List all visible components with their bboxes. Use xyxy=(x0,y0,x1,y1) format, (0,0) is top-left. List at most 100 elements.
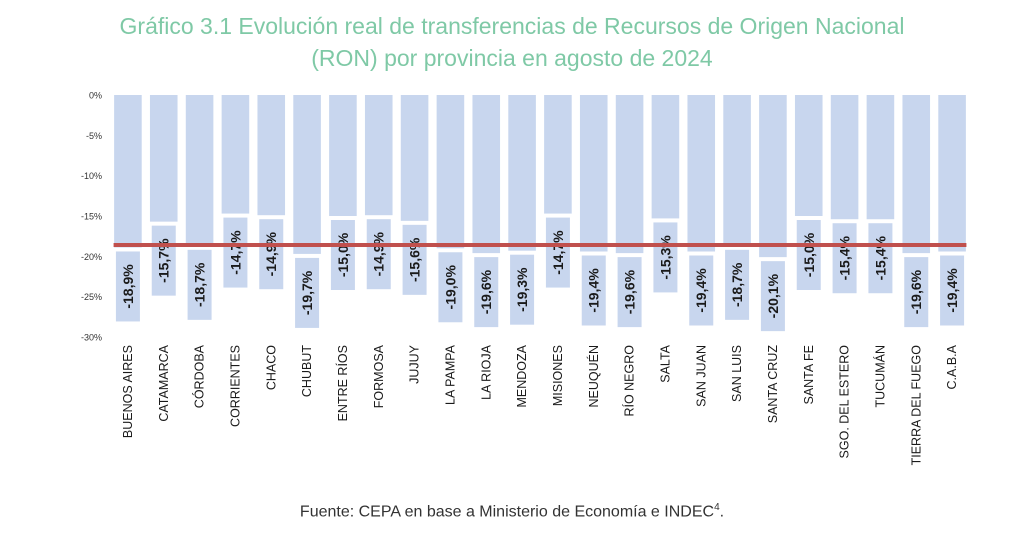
category-label: C.A.B.A xyxy=(945,344,959,389)
data-label-box xyxy=(295,257,320,328)
bar-chart: 0% -5% -10% -15% -20% -25% -30% -18,9% BUENOS AI… xyxy=(81,91,967,466)
data-label-box xyxy=(617,257,642,328)
category-label: MISIONES xyxy=(551,345,565,406)
data-label: -18,7% xyxy=(192,262,208,307)
bar xyxy=(472,95,501,254)
source-tail: . xyxy=(719,503,725,521)
data-label: -14,7% xyxy=(550,230,566,275)
bar xyxy=(651,95,680,219)
data-label: -15,7% xyxy=(156,238,172,283)
y-tick-label: -5% xyxy=(86,131,102,141)
source-text: Fuente: CEPA en base a Ministerio de Eco… xyxy=(299,503,715,521)
category-label: SALTA xyxy=(658,344,672,382)
data-label-box xyxy=(259,219,284,290)
bar xyxy=(794,95,823,216)
data-label-box xyxy=(653,222,678,293)
data-label-box xyxy=(115,251,140,322)
data-label-box xyxy=(151,225,176,296)
bar xyxy=(257,95,286,216)
category-label: SANTA FE xyxy=(802,345,816,405)
y-tick-label: -25% xyxy=(81,292,102,302)
bar xyxy=(400,95,429,221)
data-label: -15,6% xyxy=(407,237,423,282)
category-label: CORRIENTES xyxy=(228,345,242,427)
bar xyxy=(293,95,321,254)
data-label: -18,7% xyxy=(729,262,745,307)
data-label: -19,6% xyxy=(908,269,924,314)
category-label: NEUQUÉN xyxy=(586,345,601,408)
category-label: JUJUY xyxy=(408,344,422,384)
data-label: -15,0% xyxy=(335,232,351,277)
data-label: -15,3% xyxy=(657,235,673,280)
bar xyxy=(544,95,572,214)
chart-title-line-1: Gráfico 3.1 Evolución real de transferen… xyxy=(119,13,905,39)
bar xyxy=(615,95,644,254)
category-label: CHACO xyxy=(264,345,278,390)
category-label: SAN JUAN xyxy=(694,345,708,407)
category-label: TUCUMÁN xyxy=(872,345,887,408)
bar xyxy=(436,95,465,249)
bar xyxy=(687,95,716,252)
data-label-box xyxy=(725,249,750,320)
data-label: -19,6% xyxy=(478,269,494,314)
bar xyxy=(185,95,214,246)
data-label: -14,9% xyxy=(263,231,279,276)
data-label: -19,6% xyxy=(622,269,638,314)
data-label: -14,7% xyxy=(227,230,243,275)
data-label: -19,4% xyxy=(693,268,709,313)
data-label-box xyxy=(581,255,606,326)
category-label: TIERRA DEL FUEGO xyxy=(909,345,923,466)
category-label: SANTA CRUZ xyxy=(766,345,780,424)
data-label-box xyxy=(904,257,929,328)
category-label: RÍO NEGRO xyxy=(622,345,637,417)
y-tick-label: -10% xyxy=(81,171,102,181)
category-label: BUENOS AIRES xyxy=(121,345,135,438)
data-label: -15,4% xyxy=(837,235,853,280)
data-label: -19,7% xyxy=(299,270,315,315)
data-label: -19,4% xyxy=(586,268,602,313)
data-label-box xyxy=(796,220,821,290)
bar xyxy=(364,95,393,216)
source-footnote-ref: 4 xyxy=(714,502,720,513)
data-label-box xyxy=(402,224,427,295)
data-label: -18,9% xyxy=(120,264,136,309)
data-label-box xyxy=(868,223,893,294)
bar xyxy=(114,95,142,248)
data-label-box xyxy=(760,261,785,332)
y-tick-label: -15% xyxy=(81,212,102,222)
category-label: CHUBUT xyxy=(300,345,314,397)
y-tick-label: -30% xyxy=(81,333,102,343)
category-label: MENDOZA xyxy=(515,344,529,407)
data-label-box xyxy=(330,220,355,290)
y-tick-label: -20% xyxy=(81,252,102,262)
data-label: -15,0% xyxy=(801,232,817,277)
category-label: LA PAMPA xyxy=(443,344,457,405)
source-note: Fuente: CEPA en base a Ministerio de Eco… xyxy=(0,502,1024,521)
data-label: -14,9% xyxy=(371,231,387,276)
data-label: -20,1% xyxy=(765,273,781,318)
data-label: -19,0% xyxy=(442,265,458,310)
data-label: -15,4% xyxy=(872,235,888,280)
category-label: FORMOSA xyxy=(372,344,386,408)
bar xyxy=(221,95,250,214)
chart-title-line-2: (RON) por provincia en agosto de 2024 xyxy=(311,45,713,71)
category-label: CATAMARCA xyxy=(157,344,171,421)
data-label-box xyxy=(223,217,248,288)
bar xyxy=(866,95,895,220)
data-label-box xyxy=(366,219,391,290)
bar xyxy=(329,95,357,216)
bar xyxy=(723,95,751,246)
category-label: SAN LUIS xyxy=(730,345,744,402)
data-label-box xyxy=(187,249,212,320)
bar xyxy=(830,95,859,220)
bar xyxy=(579,95,608,252)
data-label: -19,3% xyxy=(514,267,530,312)
data-label-box xyxy=(832,223,857,294)
category-label: SGO. DEL ESTERO xyxy=(838,345,852,459)
chart-title: Gráfico 3.1 Evolución real de transferen… xyxy=(0,10,1024,74)
category-label: CÓRDOBA xyxy=(192,344,207,408)
category-label: ENTRE RÍOS xyxy=(335,345,350,421)
data-label-box xyxy=(940,255,965,326)
bar xyxy=(508,95,536,251)
data-label-box xyxy=(438,252,463,323)
